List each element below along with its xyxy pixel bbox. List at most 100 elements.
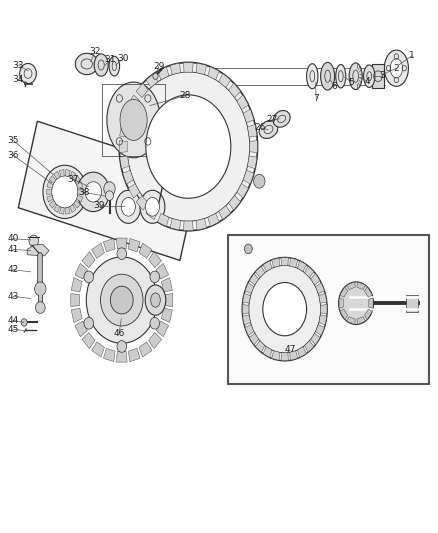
Text: 46: 46 xyxy=(113,329,125,337)
Polygon shape xyxy=(304,341,314,352)
Circle shape xyxy=(339,282,374,325)
Ellipse shape xyxy=(384,50,408,86)
Circle shape xyxy=(153,73,158,79)
Polygon shape xyxy=(117,351,127,362)
Polygon shape xyxy=(123,170,134,184)
Ellipse shape xyxy=(273,110,290,127)
Circle shape xyxy=(150,318,159,329)
Circle shape xyxy=(119,62,258,231)
Polygon shape xyxy=(92,243,105,259)
Bar xyxy=(406,295,418,312)
Polygon shape xyxy=(311,333,320,345)
Ellipse shape xyxy=(145,285,166,315)
Circle shape xyxy=(29,235,39,247)
Polygon shape xyxy=(347,282,355,289)
Polygon shape xyxy=(82,333,95,349)
Polygon shape xyxy=(229,83,240,98)
Circle shape xyxy=(104,182,115,196)
Text: 43: 43 xyxy=(7,292,19,301)
Polygon shape xyxy=(70,205,76,213)
Polygon shape xyxy=(18,121,199,261)
Bar xyxy=(372,64,384,88)
Polygon shape xyxy=(75,263,88,279)
Polygon shape xyxy=(47,196,53,202)
Polygon shape xyxy=(339,298,343,308)
Circle shape xyxy=(21,319,27,326)
Text: 4: 4 xyxy=(364,77,370,85)
Ellipse shape xyxy=(336,64,346,88)
Polygon shape xyxy=(229,196,240,210)
Bar xyxy=(102,84,165,156)
Polygon shape xyxy=(243,315,251,325)
Ellipse shape xyxy=(145,198,159,216)
Circle shape xyxy=(43,165,87,219)
Circle shape xyxy=(146,95,231,198)
Ellipse shape xyxy=(364,65,375,87)
Text: 33: 33 xyxy=(13,61,24,69)
Polygon shape xyxy=(136,83,148,98)
Polygon shape xyxy=(120,156,129,169)
Ellipse shape xyxy=(94,54,108,76)
Polygon shape xyxy=(243,293,251,303)
Polygon shape xyxy=(54,171,60,179)
Polygon shape xyxy=(321,305,327,313)
Polygon shape xyxy=(340,309,348,319)
Polygon shape xyxy=(319,293,327,303)
Ellipse shape xyxy=(109,56,120,76)
Text: 34: 34 xyxy=(13,76,24,84)
Ellipse shape xyxy=(390,59,403,78)
Polygon shape xyxy=(75,321,88,337)
Polygon shape xyxy=(54,205,60,213)
Text: 39: 39 xyxy=(94,201,105,210)
Text: 6: 6 xyxy=(332,82,338,91)
Polygon shape xyxy=(297,261,307,272)
Polygon shape xyxy=(242,305,249,313)
Polygon shape xyxy=(66,169,70,176)
Text: 2: 2 xyxy=(394,64,399,72)
Polygon shape xyxy=(162,308,173,322)
Polygon shape xyxy=(78,189,83,195)
Polygon shape xyxy=(128,95,140,110)
Polygon shape xyxy=(170,219,180,230)
Ellipse shape xyxy=(116,190,141,223)
Polygon shape xyxy=(119,141,127,152)
Polygon shape xyxy=(290,351,298,360)
Polygon shape xyxy=(77,196,83,202)
Circle shape xyxy=(117,248,127,260)
Polygon shape xyxy=(249,273,259,285)
Polygon shape xyxy=(156,321,169,337)
Polygon shape xyxy=(319,315,327,325)
Ellipse shape xyxy=(349,63,362,90)
Polygon shape xyxy=(71,294,80,306)
Ellipse shape xyxy=(86,257,157,343)
Circle shape xyxy=(20,63,36,84)
Text: 1: 1 xyxy=(409,52,415,60)
Polygon shape xyxy=(340,287,348,297)
Polygon shape xyxy=(170,63,180,75)
Text: 28: 28 xyxy=(179,92,191,100)
Polygon shape xyxy=(103,349,115,362)
Circle shape xyxy=(35,282,46,296)
Polygon shape xyxy=(156,263,169,279)
Ellipse shape xyxy=(107,82,160,158)
Polygon shape xyxy=(255,341,265,352)
Text: 30: 30 xyxy=(118,54,129,63)
Polygon shape xyxy=(196,219,207,230)
Polygon shape xyxy=(245,325,254,336)
Polygon shape xyxy=(162,278,173,292)
Polygon shape xyxy=(208,67,219,80)
Polygon shape xyxy=(46,189,52,195)
Text: 38: 38 xyxy=(78,188,90,197)
Polygon shape xyxy=(245,282,254,294)
Polygon shape xyxy=(184,62,193,72)
Polygon shape xyxy=(128,238,140,252)
Text: 40: 40 xyxy=(7,235,19,243)
Circle shape xyxy=(117,341,127,352)
Polygon shape xyxy=(255,266,265,278)
Polygon shape xyxy=(263,261,272,272)
Circle shape xyxy=(84,317,94,329)
Circle shape xyxy=(150,271,159,282)
Polygon shape xyxy=(74,175,80,183)
Polygon shape xyxy=(364,309,372,319)
Text: 27: 27 xyxy=(266,116,277,124)
